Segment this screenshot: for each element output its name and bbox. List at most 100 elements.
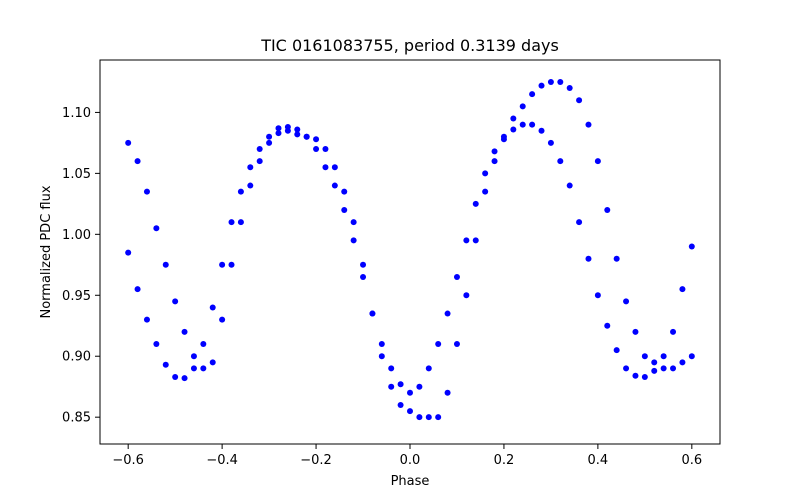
- data-point: [360, 273, 367, 280]
- data-point: [369, 310, 376, 317]
- data-point: [209, 359, 216, 366]
- x-tick-label: 0.0: [400, 453, 421, 468]
- data-point: [125, 249, 132, 256]
- y-tick-label: 1.05: [62, 167, 91, 182]
- data-point: [162, 361, 169, 368]
- data-point: [303, 133, 310, 140]
- data-point: [472, 200, 479, 207]
- data-point: [228, 219, 235, 226]
- data-point: [425, 414, 432, 421]
- data-point: [219, 316, 226, 323]
- data-point: [604, 322, 611, 329]
- data-point: [651, 367, 658, 374]
- data-point: [407, 408, 413, 415]
- data-point: [397, 401, 404, 408]
- data-point: [275, 125, 282, 132]
- x-axis-label: Phase: [391, 474, 430, 489]
- data-point: [350, 219, 357, 226]
- data-point: [679, 359, 686, 366]
- data-point: [219, 261, 226, 268]
- data-point: [688, 353, 695, 360]
- data-point: [416, 383, 423, 390]
- data-point: [547, 139, 554, 146]
- data-point: [181, 328, 188, 335]
- x-tick-label: 0.4: [588, 453, 609, 468]
- data-point: [576, 219, 583, 226]
- data-point: [519, 121, 526, 128]
- data-point: [350, 237, 357, 244]
- data-point: [519, 103, 526, 110]
- data-point: [491, 148, 498, 155]
- data-point: [453, 273, 460, 280]
- data-point: [294, 126, 301, 133]
- data-points: [125, 78, 695, 421]
- data-point: [172, 298, 179, 305]
- data-point: [143, 316, 150, 323]
- data-point: [491, 158, 498, 165]
- data-point: [529, 91, 536, 98]
- data-point: [360, 261, 367, 268]
- y-tick-label: 0.90: [62, 350, 91, 365]
- data-point: [162, 261, 169, 268]
- data-point: [463, 292, 470, 299]
- data-point: [641, 373, 648, 380]
- data-point: [388, 383, 395, 390]
- x-tick-label: −0.6: [112, 453, 144, 468]
- data-point: [172, 373, 179, 380]
- data-point: [670, 365, 677, 372]
- y-tick-label: 1.00: [62, 228, 91, 243]
- data-point: [585, 121, 592, 128]
- data-point: [388, 365, 395, 372]
- data-point: [143, 188, 150, 195]
- x-tick-label: −0.2: [300, 453, 332, 468]
- data-point: [463, 237, 470, 244]
- data-point: [256, 145, 263, 152]
- data-point: [247, 182, 254, 189]
- data-point: [190, 353, 197, 360]
- data-point: [632, 372, 639, 379]
- data-point: [247, 164, 254, 171]
- x-tick-label: −0.4: [206, 453, 238, 468]
- data-point: [566, 182, 573, 189]
- y-axis: 0.85 0.90 0.95 1.00 1.05 1.10: [62, 106, 100, 426]
- data-point: [237, 219, 244, 226]
- data-point: [651, 359, 658, 366]
- data-point: [331, 164, 338, 171]
- data-point: [341, 206, 348, 213]
- data-point: [378, 353, 385, 360]
- data-point: [566, 85, 573, 92]
- data-point: [181, 375, 188, 382]
- data-point: [134, 158, 141, 165]
- data-point: [313, 136, 320, 143]
- data-point: [623, 298, 630, 305]
- data-point: [529, 121, 536, 128]
- y-tick-label: 0.85: [62, 411, 91, 426]
- data-point: [660, 365, 667, 372]
- data-point: [322, 164, 329, 171]
- data-point: [294, 131, 301, 138]
- data-point: [209, 304, 216, 311]
- data-point: [623, 365, 630, 372]
- data-point: [153, 225, 160, 232]
- data-point: [153, 341, 160, 348]
- data-point: [453, 341, 460, 348]
- x-tick-label: 0.2: [494, 453, 515, 468]
- data-point: [510, 126, 517, 133]
- y-tick-label: 0.95: [62, 289, 91, 304]
- data-point: [378, 341, 385, 348]
- data-point: [341, 188, 348, 195]
- data-point: [435, 341, 442, 348]
- data-point: [444, 389, 451, 396]
- chart-title: TIC 0161083755, period 0.3139 days: [260, 36, 559, 55]
- data-point: [557, 78, 564, 85]
- data-point: [125, 139, 132, 146]
- data-point: [134, 286, 141, 293]
- x-axis: −0.6 −0.4 −0.2 0.0 0.2 0.4 0.6: [112, 444, 702, 468]
- data-point: [613, 255, 620, 262]
- data-point: [228, 261, 235, 268]
- data-point: [200, 341, 207, 348]
- data-point: [331, 182, 338, 189]
- data-point: [397, 381, 404, 388]
- data-point: [435, 414, 442, 421]
